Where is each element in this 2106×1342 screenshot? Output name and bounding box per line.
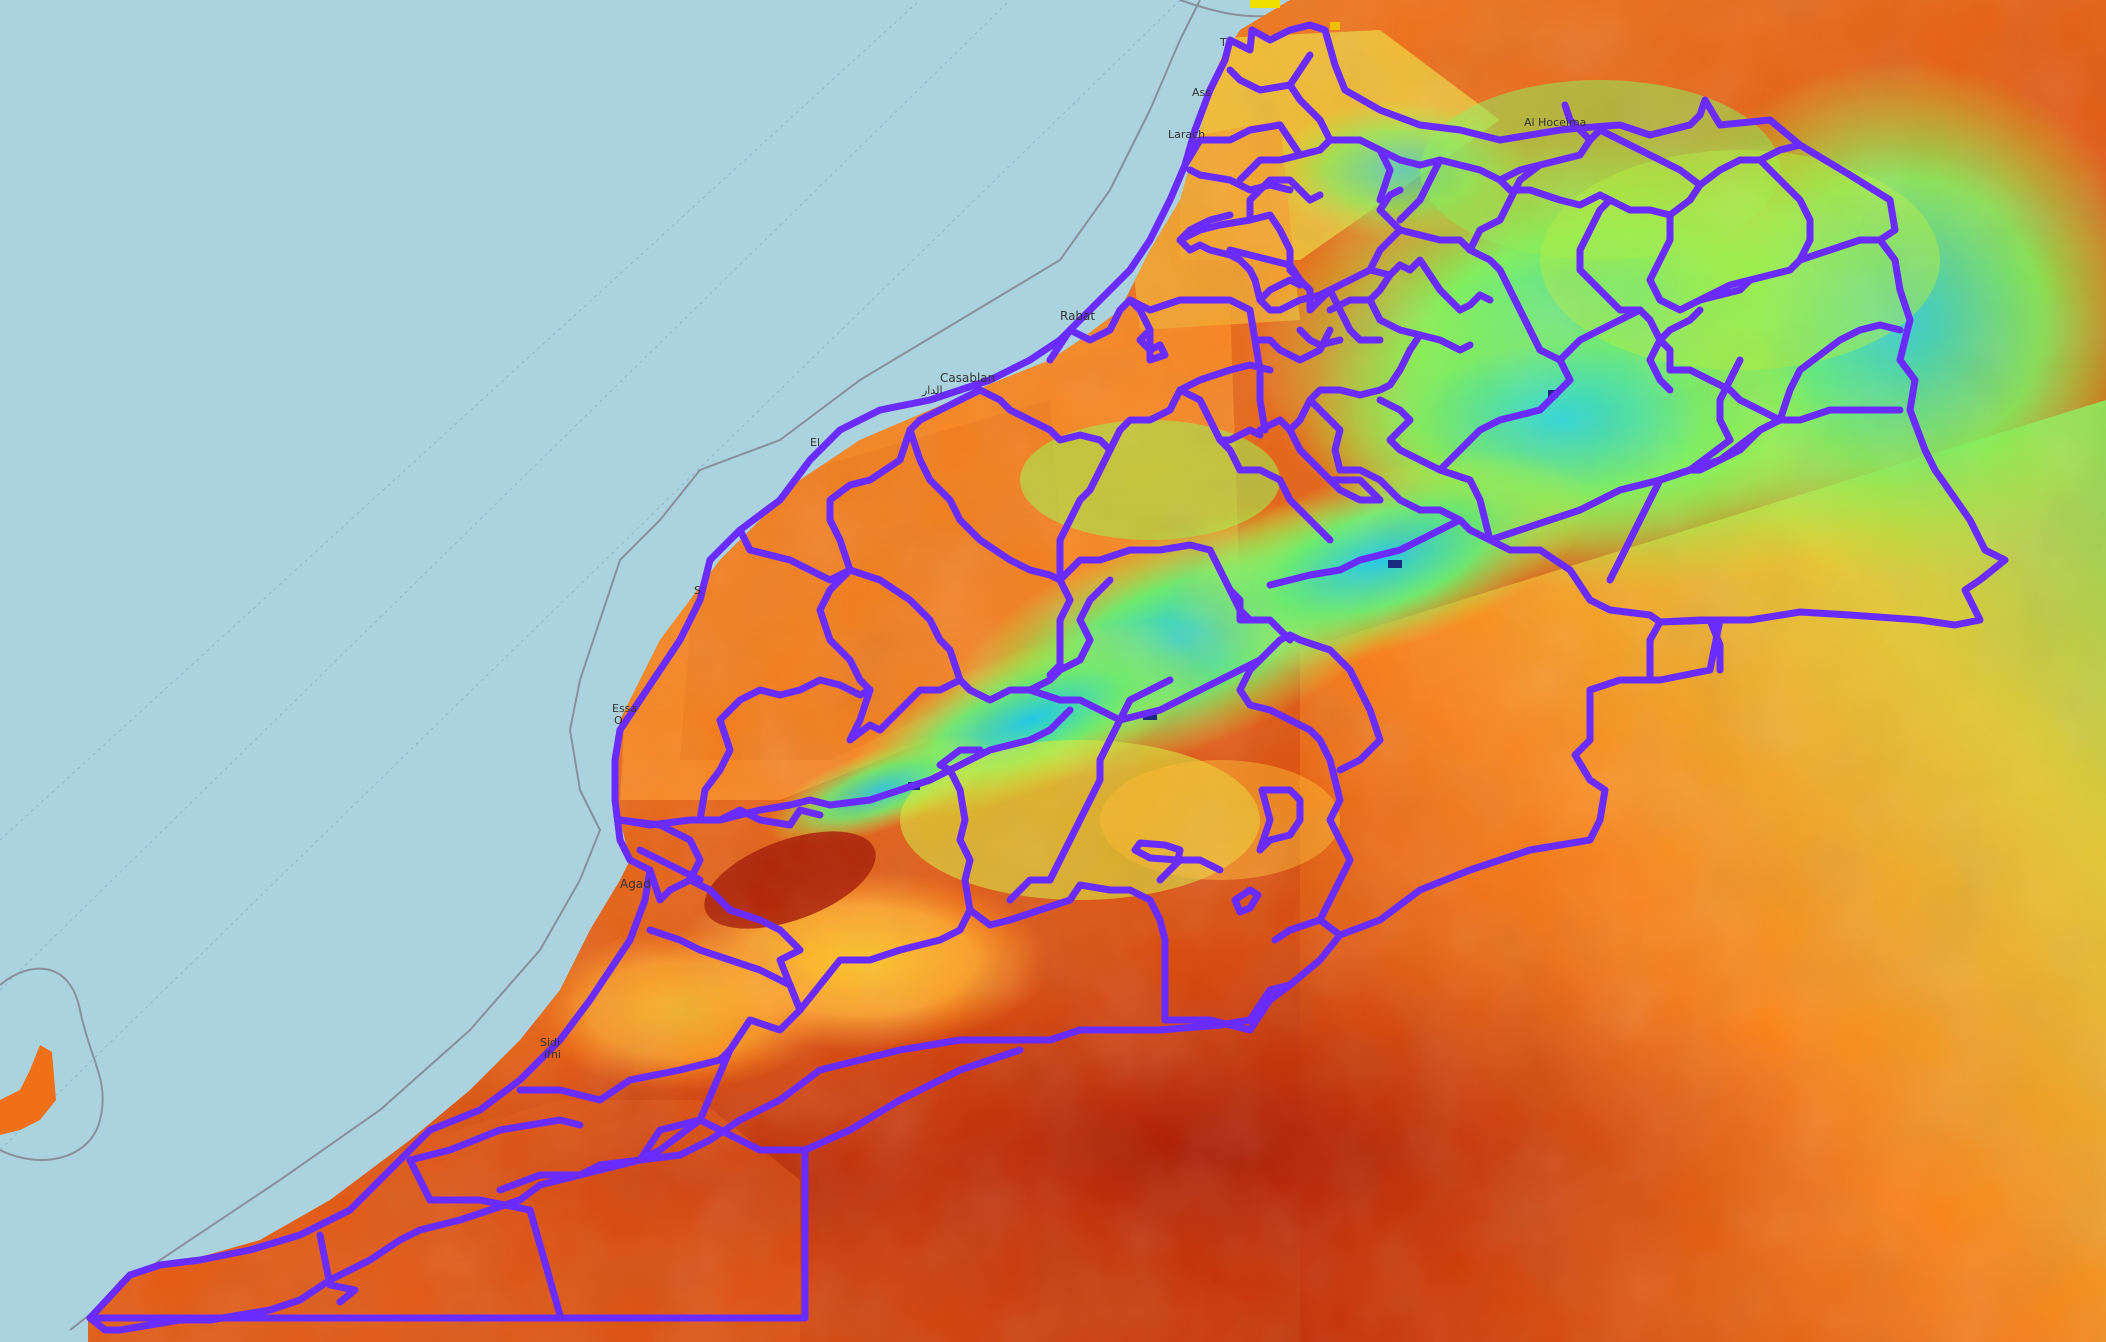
canary-contour — [0, 967, 104, 1161]
label-larache: Larach — [1168, 128, 1205, 141]
label-tanger: T — [1219, 36, 1227, 49]
label-eljadida: El — [810, 436, 820, 449]
province-boundaries — [86, 21, 2009, 1334]
gibraltar-patch-2 — [1330, 22, 1340, 30]
country-border — [86, 21, 2009, 1334]
canary-island — [0, 1045, 56, 1135]
label-rabat: Rabat — [1060, 309, 1095, 323]
label-sidiifni-2: ifni — [544, 1048, 561, 1061]
gibraltar-patch — [1250, 0, 1280, 8]
label-essaouira: Essa — [612, 702, 637, 715]
label-agadir: Agad — [620, 877, 651, 891]
label-sidiifni: Sidi — [540, 1036, 560, 1049]
label-alhoceima: Al Hoceima — [1524, 116, 1586, 129]
ocean-guide-lines — [0, 0, 1181, 1151]
place-labels: T Ass Larach Al Hoceima Rabat Casablan ا… — [540, 36, 1586, 1061]
label-assilah: Ass — [1192, 86, 1211, 99]
label-safi: S — [694, 584, 701, 597]
offshore-contour — [69, 0, 1201, 1331]
label-casablanca-ar: الدار — [921, 384, 943, 397]
label-casablanca: Casablan — [940, 371, 995, 385]
label-essaouira-2: O — [614, 714, 623, 727]
